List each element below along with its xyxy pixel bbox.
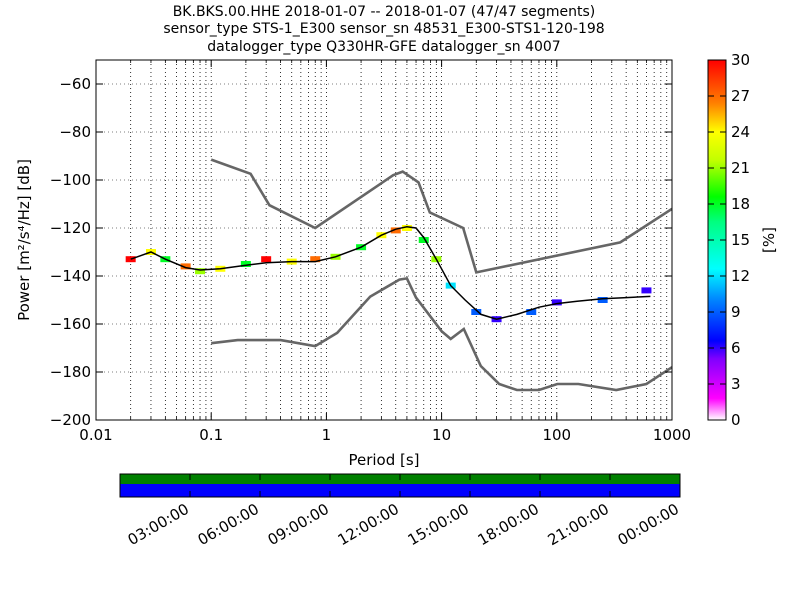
- density-cell: [261, 256, 272, 263]
- x-tick-label: 100: [542, 426, 571, 444]
- y-tick-label: −180: [50, 363, 91, 381]
- timebar-label: 00:00:00: [615, 500, 682, 549]
- density-cell: [551, 299, 562, 306]
- plot-area: [96, 60, 672, 420]
- y-tick-label: −160: [50, 315, 91, 333]
- x-tick-label: 1: [322, 426, 332, 444]
- density-cell: [310, 256, 321, 263]
- noise-model-lines: [210, 158, 672, 392]
- grid-lines: [96, 60, 672, 420]
- mean-curve: [130, 226, 651, 320]
- timebar-label: 03:00:00: [125, 500, 192, 549]
- timebar-label: 09:00:00: [265, 500, 332, 549]
- x-axis-label: Period [s]: [348, 451, 419, 469]
- density-cell: [641, 287, 652, 294]
- y-tick-label: −120: [50, 219, 91, 237]
- timebar-label: 12:00:00: [335, 500, 402, 549]
- y-axis-label: Power [m²/s⁴/Hz] [dB]: [15, 159, 33, 321]
- y-tick-label: −100: [50, 171, 91, 189]
- colorbar-tick-label: 3: [731, 375, 741, 393]
- density-cell: [597, 297, 608, 303]
- colorbar-ticks: 0 3 6 9 12 15 18 21 24 27 30: [708, 51, 750, 429]
- colorbar-tick-label: 24: [731, 123, 750, 141]
- density-cell: [471, 309, 482, 315]
- y-tick-label: −200: [50, 411, 91, 429]
- title-line-3: datalogger_type Q330HR-GFE datalogger_sn…: [207, 39, 560, 55]
- x-tick-label: 10: [432, 426, 451, 444]
- noise-model-upper: [210, 158, 672, 274]
- x-tick-label: 0.01: [79, 426, 112, 444]
- density-cell: [390, 227, 401, 234]
- timebar-label: 21:00:00: [545, 500, 612, 549]
- x-axis-ticks: 0.01 0.1 1 10 100 1000: [79, 60, 691, 444]
- noise-model-lower: [211, 276, 672, 392]
- density-cell: [125, 256, 136, 263]
- x-tick-label: 1000: [653, 426, 691, 444]
- colorbar-tick-label: 0: [731, 411, 741, 429]
- y-axis-ticks: −200 −180 −160 −140 −120 −100 −80 −60: [50, 75, 672, 429]
- timebar-label: 06:00:00: [195, 500, 262, 549]
- colorbar-tick-label: 30: [731, 51, 750, 69]
- y-tick-label: −140: [50, 267, 91, 285]
- colorbar-label: [%]: [760, 227, 778, 253]
- colorbar-tick-label: 12: [731, 267, 750, 285]
- density-cell: [401, 225, 412, 231]
- timebar-label: 18:00:00: [475, 500, 542, 549]
- timebar-label: 15:00:00: [405, 500, 472, 549]
- plot-frame: [95, 59, 673, 421]
- title-line-2: sensor_type STS-1_E300 sensor_sn 48531_E…: [163, 21, 604, 37]
- x-tick-label: 0.1: [199, 426, 223, 444]
- colorbar-tick-label: 18: [731, 195, 750, 213]
- mean-curve-group: [130, 226, 651, 320]
- density-cell: [526, 309, 537, 315]
- colorbar-tick-label: 27: [731, 87, 750, 105]
- title-line-1: BK.BKS.00.HHE 2018-01-07 -- 2018-01-07 (…: [173, 4, 596, 20]
- y-tick-label: −80: [59, 123, 91, 141]
- colorbar-tick-label: 21: [731, 159, 750, 177]
- density-cell: [240, 261, 251, 267]
- density-cell: [418, 237, 429, 243]
- colorbar-tick-label: 9: [731, 303, 741, 321]
- density-cell: [180, 263, 191, 270]
- colorbar-tick-label: 15: [731, 231, 750, 249]
- density-cell: [195, 268, 206, 275]
- colorbar-tick-label: 6: [731, 339, 741, 357]
- y-tick-label: −60: [59, 75, 91, 93]
